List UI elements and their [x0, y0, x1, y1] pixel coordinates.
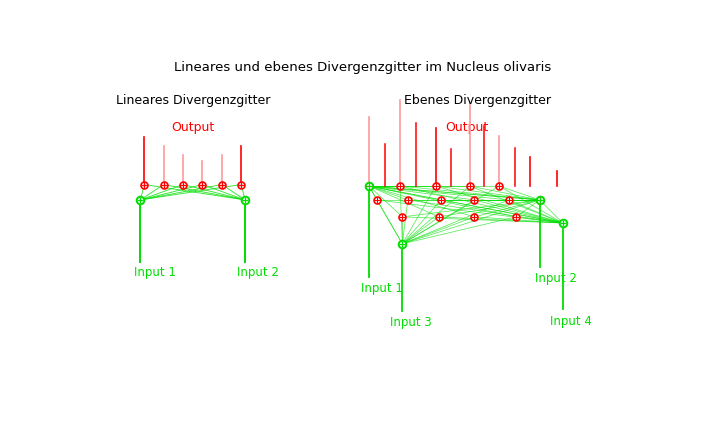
Text: Input 2: Input 2: [535, 272, 577, 285]
Text: Lineares und ebenes Divergenzgitter im Nucleus olivaris: Lineares und ebenes Divergenzgitter im N…: [174, 61, 552, 74]
Text: Input 2: Input 2: [237, 266, 279, 279]
Text: Input 1: Input 1: [361, 282, 403, 295]
Text: Input 1: Input 1: [135, 266, 176, 279]
Text: Lineares Divergenzgitter: Lineares Divergenzgitter: [116, 94, 270, 107]
Text: Output: Output: [445, 122, 489, 135]
Text: Input 4: Input 4: [550, 315, 593, 328]
Text: Ebenes Divergenzgitter: Ebenes Divergenzgitter: [404, 94, 551, 107]
Text: Output: Output: [171, 122, 215, 135]
Text: Input 3: Input 3: [390, 316, 432, 329]
